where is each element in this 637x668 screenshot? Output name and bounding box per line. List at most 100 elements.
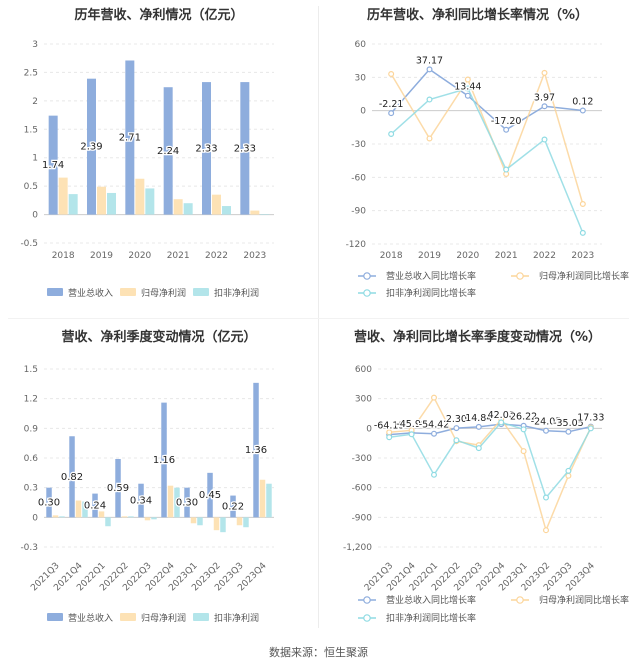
- x-tick-label: 2019: [418, 251, 441, 261]
- quarterly-growth-chart-panel: 营收、净利同比增长率季度变动情况（%） -1,200 -900 -600 -300 0 3…: [318, 320, 637, 635]
- y-tick-label: -90: [351, 207, 366, 217]
- data-label: 37.17: [416, 55, 443, 66]
- bar-revenue: [161, 402, 167, 518]
- line-point: [430, 430, 437, 437]
- line-point: [426, 66, 433, 73]
- y-tick-label: 0.3: [24, 484, 38, 494]
- bar-deducted-profit: [174, 487, 180, 518]
- bar-net-profit: [98, 511, 105, 518]
- y-tick-label: 2: [32, 97, 38, 107]
- bar-deducted-profit: [266, 483, 272, 518]
- legend-swatch: [120, 288, 136, 296]
- bar-net-profit: [259, 479, 266, 518]
- legend-swatch: [193, 288, 209, 296]
- line-point: [464, 76, 471, 83]
- line-series-revenue: [389, 423, 591, 436]
- annual-revenue-chart-panel: 历年营收、净利情况（亿元） -0.5 0 0.5 1 1.5 2 2.5 3 2018 2019 2…: [0, 0, 318, 310]
- bar-deducted-profit: [243, 517, 249, 528]
- line-point: [388, 70, 395, 77]
- y-tick-label: 0.9: [24, 424, 39, 434]
- data-label: 14.84: [465, 413, 492, 424]
- data-label: -24.05: [531, 417, 562, 428]
- data-label: -45.98: [396, 419, 427, 430]
- line-point: [541, 136, 548, 143]
- bar-net-profit: [250, 210, 260, 215]
- y-tick-label: 0.6: [24, 454, 39, 464]
- y-tick-label: 3: [32, 40, 38, 50]
- line-point: [565, 428, 572, 435]
- data-label: 0.30: [38, 498, 60, 509]
- line-point: [503, 126, 510, 133]
- data-label: 2.33: [234, 143, 256, 154]
- legend-swatch-point: [363, 289, 371, 297]
- legend-label: 扣非净利润同比增长率: [386, 612, 476, 624]
- line-point: [543, 494, 550, 501]
- legend-label: 营业总收入同比增长率: [386, 594, 476, 606]
- y-tick-label: -0.5: [20, 239, 38, 249]
- bar-revenue: [240, 82, 250, 215]
- legend-label: 归母净利润同比增长率: [539, 594, 629, 606]
- x-tick-label: 2023: [571, 251, 594, 261]
- bar-chart-quarterly: -0.300.30.60.91.21.52021Q32021Q42022Q120…: [20, 365, 274, 624]
- line-point: [520, 448, 527, 455]
- data-label: 1.16: [153, 455, 175, 466]
- x-tick-label: 2023: [243, 251, 266, 261]
- bar-deducted-profit: [151, 517, 157, 520]
- data-label: 42.08: [488, 410, 515, 421]
- bar-net-profit: [75, 500, 82, 518]
- x-tick-label: 2019: [90, 251, 113, 261]
- legend-label: 扣非净利润同比增长率: [386, 287, 476, 299]
- y-tick-label: 2.5: [24, 68, 38, 78]
- line-point: [464, 85, 471, 92]
- y-tick-label: -0.3: [20, 543, 38, 553]
- line-point: [541, 103, 548, 110]
- line-point: [565, 467, 572, 474]
- y-tick-label: 300: [355, 395, 372, 405]
- y-tick-label: 30: [355, 73, 367, 83]
- y-tick-label: 0: [366, 424, 372, 434]
- data-source: 数据来源：恒生聚源: [269, 646, 368, 659]
- data-label: 2.71: [119, 133, 141, 144]
- quarterly-revenue-chart-panel: 营收、净利季度变动情况（亿元） -0.3 0 0.3 0.6 0.9 1.2 1.5 2021…: [0, 320, 318, 635]
- line-chart-annual-growth: -120 -90 -60 -30 0 30 60 2018 2019 2020 2021 2022 20…: [346, 40, 629, 299]
- data-label: 1.74: [42, 160, 64, 171]
- data-label: 0.59: [107, 483, 129, 494]
- line-point: [426, 96, 433, 103]
- bar-net-profit: [212, 194, 221, 215]
- horizontal-divider: [8, 318, 629, 319]
- chart-title: 历年营收、净利情况（亿元）: [74, 8, 244, 23]
- legend-label: 扣非净利润: [214, 287, 259, 299]
- data-label: 1.36: [245, 445, 267, 456]
- bar-net-profit: [121, 516, 128, 518]
- y-tick-label: -1,200: [343, 543, 372, 553]
- legend-label: 营业总收入同比增长率: [386, 270, 476, 282]
- legend-swatch-point: [516, 596, 524, 604]
- line-point: [386, 434, 393, 441]
- line-point: [498, 419, 505, 426]
- y-tick-label: 1.2: [24, 395, 38, 405]
- line-series-deducted-profit: [390, 87, 584, 234]
- data-label: 0.30: [176, 498, 198, 509]
- y-tick-label: -600: [352, 484, 373, 494]
- data-label: 2.24: [157, 146, 179, 157]
- data-label: -64.13: [374, 421, 405, 432]
- y-tick-label: 0.5: [24, 182, 38, 192]
- line-point: [579, 229, 586, 236]
- line-point: [579, 107, 586, 114]
- bar-revenue: [46, 487, 52, 518]
- bar-revenue: [230, 495, 236, 518]
- y-tick-label: 600: [355, 365, 372, 375]
- x-tick-label: 2018: [52, 251, 75, 261]
- legend-swatch-point: [363, 272, 371, 280]
- line-point: [520, 426, 527, 433]
- data-label: 0.45: [199, 490, 221, 501]
- line-point: [475, 445, 482, 452]
- bar-revenue: [87, 78, 96, 215]
- data-label: 0.34: [130, 496, 152, 507]
- bar-net-profit: [236, 517, 243, 526]
- legend-label: 营业总收入: [68, 612, 113, 624]
- legend-swatch: [47, 613, 63, 621]
- bar-deducted-profit: [105, 517, 111, 527]
- x-tick-label: 2018: [380, 251, 403, 261]
- data-label: 17.33: [577, 413, 604, 424]
